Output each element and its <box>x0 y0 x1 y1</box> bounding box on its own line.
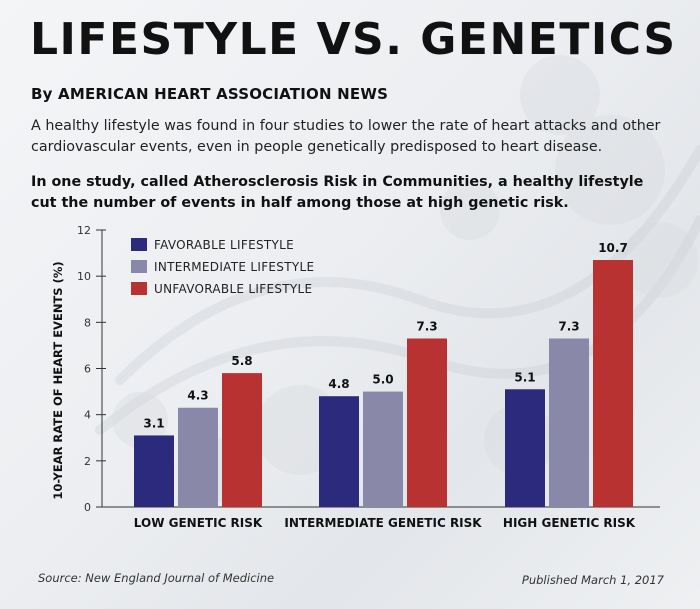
bar <box>134 435 174 507</box>
y-axis-title: 10-YEAR RATE OF HEART EVENTS (%) <box>51 261 65 499</box>
published-date: Published March 1, 2017 <box>521 573 664 587</box>
bar <box>593 260 633 507</box>
bar <box>222 373 262 507</box>
data-label: 4.3 <box>187 389 208 403</box>
y-tick-label: 10 <box>77 270 91 283</box>
y-tick-label: 2 <box>84 455 91 468</box>
bar <box>178 407 218 507</box>
bar <box>505 389 545 507</box>
data-label: 7.3 <box>558 319 579 333</box>
intro-paragraph: A healthy lifestyle was found in four st… <box>31 118 661 155</box>
y-tick-label: 0 <box>84 501 91 514</box>
y-tick-label: 6 <box>84 363 91 376</box>
bar <box>319 396 359 507</box>
data-label: 5.1 <box>514 370 535 384</box>
y-tick-label: 8 <box>84 316 91 329</box>
byline: By AMERICAN HEART ASSOCIATION NEWS <box>31 85 389 103</box>
source-note: Source: New England Journal of Medicine <box>38 571 275 585</box>
data-label: 5.8 <box>231 354 252 368</box>
bar <box>363 391 403 507</box>
data-label: 3.1 <box>143 416 164 430</box>
legend-label: INTERMEDIATE LIFESTYLE <box>154 260 314 274</box>
page-title: LIFESTYLE VS. GENETICS <box>30 14 677 65</box>
legend-swatch <box>131 260 147 273</box>
data-label: 7.3 <box>416 319 437 333</box>
bar <box>407 338 447 507</box>
y-tick-label: 12 <box>77 224 91 237</box>
data-label: 4.8 <box>328 377 349 391</box>
y-tick-label: 4 <box>84 409 91 422</box>
bar <box>549 338 589 507</box>
x-category-label: HIGH GENETIC RISK <box>503 516 636 530</box>
study-paragraph: In one study, called Atherosclerosis Ris… <box>31 174 644 211</box>
legend-label: UNFAVORABLE LIFESTYLE <box>154 282 312 296</box>
x-category-label: LOW GENETIC RISK <box>134 516 263 530</box>
legend-label: FAVORABLE LIFESTYLE <box>154 238 294 252</box>
data-label: 5.0 <box>372 373 393 387</box>
legend-swatch <box>131 282 147 295</box>
data-label: 10.7 <box>598 241 628 255</box>
legend-swatch <box>131 238 147 251</box>
x-category-label: INTERMEDIATE GENETIC RISK <box>284 516 482 530</box>
